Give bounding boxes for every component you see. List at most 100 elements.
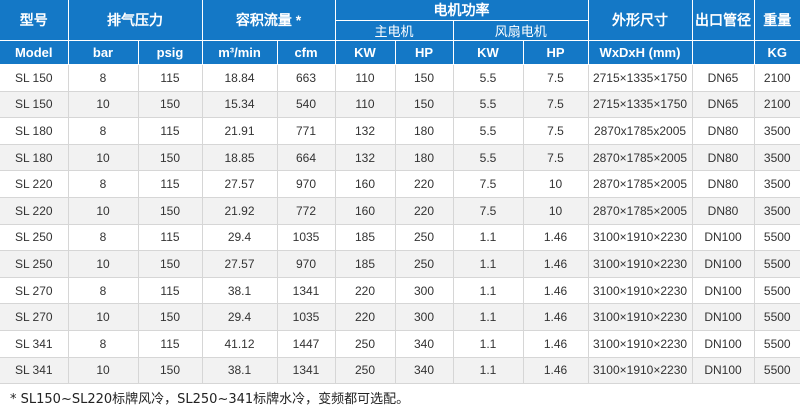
table-cell: 5500 [754,357,800,385]
table-cell: 250 [335,330,396,358]
table-cell: 664 [277,144,336,172]
table-cell: SL 150 [0,64,69,92]
table-cell: 3100×1910×2230 [588,303,693,331]
table-cell: 8 [68,330,139,358]
table-cell: 220 [395,170,454,198]
table-cell: 1341 [277,277,336,305]
spec-table: 型号 排气压力 容积流量 * 电机功率 外形尺寸 出口管径 重量 主电机 风扇电… [0,0,800,385]
table-cell: SL 220 [0,197,69,225]
table-row: SL 220 8 115 27.57 970 160 220 7.5 10 2870×1785×2… [0,170,800,198]
table-row: SL 180 8 115 21.91 771 132 180 5.5 7.5 2870x1785x… [0,117,800,145]
table-cell: 2100 [754,64,800,92]
table-cell: 5500 [754,303,800,331]
table-cell: 7.5 [523,64,589,92]
unit-outlet [692,40,755,65]
table-cell: 5500 [754,330,800,358]
table-cell: 150 [138,357,203,385]
table-cell: 3100×1910×2230 [588,277,693,305]
table-cell: 10 [523,170,589,198]
table-cell: 3100×1910×2230 [588,357,693,385]
table-row: SL 250 8 115 29.4 1035 185 250 1.1 1.46 3100×1910… [0,224,800,252]
table-cell: 5500 [754,277,800,305]
table-cell: 8 [68,64,139,92]
table-cell: 3500 [754,144,800,172]
table-cell: 8 [68,170,139,198]
table-cell: 5500 [754,250,800,278]
table-cell: 1.1 [453,277,524,305]
table-cell: 772 [277,197,336,225]
table-cell: SL 270 [0,303,69,331]
header-model: 型号 [0,0,69,41]
table-cell: 180 [395,144,454,172]
table-cell: SL 341 [0,330,69,358]
table-cell: 160 [335,197,396,225]
table-cell: 220 [335,277,396,305]
table-cell: 1035 [277,224,336,252]
table-cell: 771 [277,117,336,145]
table-cell: 250 [395,224,454,252]
table-header: 型号 排气压力 容积流量 * 电机功率 外形尺寸 出口管径 重量 主电机 风扇电… [0,0,800,65]
table-cell: 2870×1785×2005 [588,170,693,198]
header-outlet: 出口管径 [692,0,755,41]
table-row: SL 150 8 115 18.84 663 110 150 5.5 7.5 2715×1335×… [0,64,800,92]
unit-fan-hp: HP [523,40,589,65]
table-row: SL 341 10 150 38.1 1341 250 340 1.1 1.46 3100×191… [0,357,800,385]
table-cell: 300 [395,277,454,305]
table-row: SL 341 8 115 41.12 1447 250 340 1.1 1.46 3100×191… [0,330,800,358]
table-cell: 2715×1335×1750 [588,64,693,92]
table-cell: 5.5 [453,64,524,92]
table-cell: 10 [68,303,139,331]
table-cell: 132 [335,117,396,145]
table-cell: DN100 [692,357,755,385]
table-cell: 1447 [277,330,336,358]
table-cell: 10 [68,357,139,385]
table-row: SL 250 10 150 27.57 970 185 250 1.1 1.46 3100×191… [0,250,800,278]
table-cell: SL 150 [0,91,69,119]
table-cell: 1.46 [523,277,589,305]
unit-cfm: cfm [277,40,336,65]
table-cell: 115 [138,170,203,198]
table-cell: 8 [68,277,139,305]
table-cell: 540 [277,91,336,119]
table-cell: 970 [277,170,336,198]
table-cell: 150 [395,91,454,119]
table-cell: 250 [395,250,454,278]
header-main-motor: 主电机 [335,20,454,41]
table-cell: 18.84 [202,64,278,92]
table-cell: 29.4 [202,303,278,331]
table-body: SL 150 8 115 18.84 663 110 150 5.5 7.5 2715×1335×… [0,64,800,385]
table-cell: 5.5 [453,91,524,119]
table-cell: DN100 [692,224,755,252]
table-cell: 7.5 [523,91,589,119]
table-cell: 2100 [754,91,800,119]
table-cell: 115 [138,277,203,305]
table-cell: 7.5 [523,144,589,172]
table-cell: SL 270 [0,277,69,305]
table-cell: DN100 [692,330,755,358]
table-cell: 110 [335,64,396,92]
table-cell: 3100×1910×2230 [588,250,693,278]
table-cell: 340 [395,330,454,358]
table-cell: SL 180 [0,117,69,145]
table-cell: 8 [68,224,139,252]
table-cell: 29.4 [202,224,278,252]
table-cell: DN100 [692,303,755,331]
table-cell: 150 [138,91,203,119]
table-cell: 1.46 [523,250,589,278]
header-flow: 容积流量 * [202,0,336,41]
table-cell: 21.91 [202,117,278,145]
table-cell: 38.1 [202,357,278,385]
table-cell: 1.46 [523,357,589,385]
table-cell: 18.85 [202,144,278,172]
table-cell: DN65 [692,91,755,119]
table-cell: 7.5 [453,170,524,198]
unit-main-hp: HP [395,40,454,65]
table-cell: 8 [68,117,139,145]
table-cell: 1035 [277,303,336,331]
table-cell: 220 [395,197,454,225]
table-row: SL 270 10 150 29.4 1035 220 300 1.1 1.46 3100×191… [0,303,800,331]
table-row: SL 270 8 115 38.1 1341 220 300 1.1 1.46 3100×1910… [0,277,800,305]
unit-fan-kw: KW [453,40,524,65]
table-cell: DN80 [692,144,755,172]
header-weight: 重量 [754,0,800,41]
